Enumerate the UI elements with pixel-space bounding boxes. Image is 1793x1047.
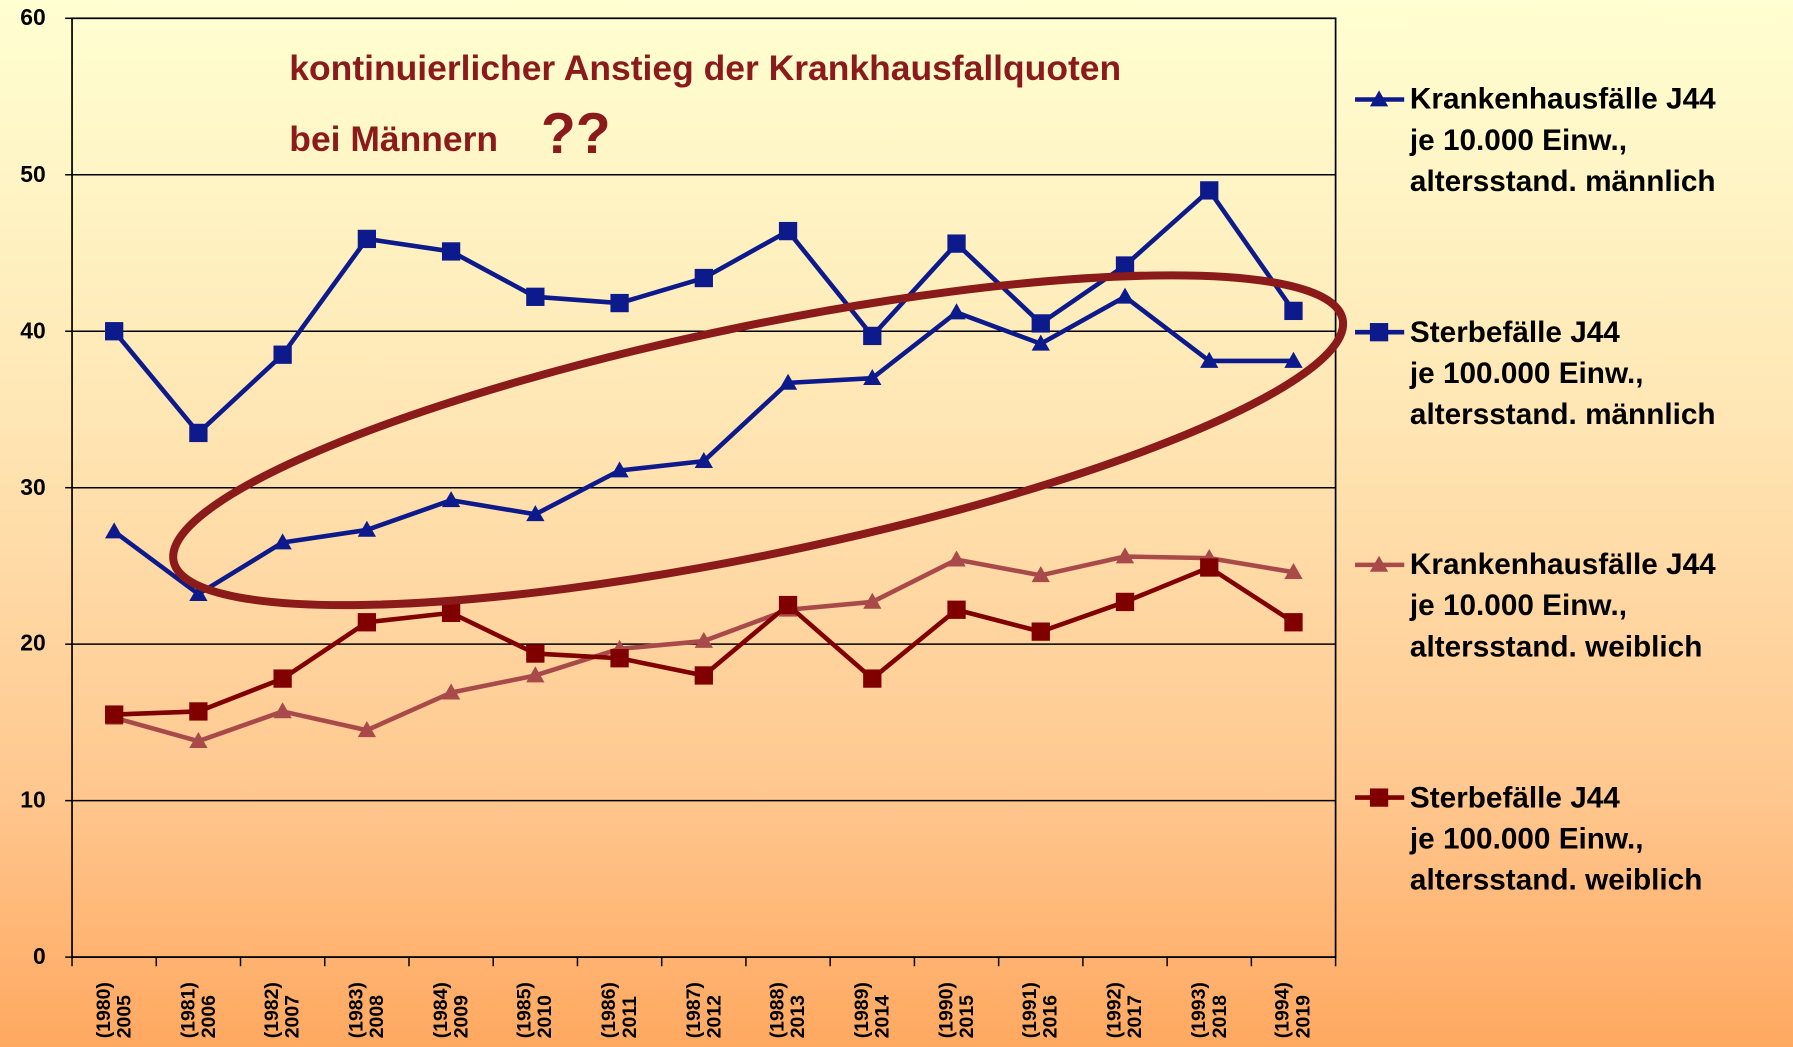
data-point [778, 373, 798, 390]
data-point [1031, 314, 1050, 333]
x-tick-label: (1983) 2008 [345, 982, 388, 1039]
annotation: ?? [540, 101, 611, 166]
data-point [189, 423, 208, 443]
x-tick-label: (1994) 2019 [1271, 982, 1315, 1039]
data-point [189, 732, 208, 749]
y-tick-label: 60 [20, 5, 46, 31]
series-line [112, 188, 1296, 436]
data-point [105, 322, 124, 341]
data-point [1115, 592, 1135, 612]
data-point [1284, 563, 1303, 580]
data-point [947, 303, 966, 320]
data-point [947, 600, 966, 619]
data-point [947, 550, 966, 567]
data-point [441, 603, 461, 623]
x-tick-label: (1993) 2018 [1187, 982, 1230, 1039]
data-point [863, 592, 882, 609]
x-tick-label: (1986) 2011 [597, 982, 641, 1039]
series-line [113, 554, 1294, 744]
data-point [694, 666, 713, 685]
y-tick-label: 30 [20, 475, 46, 501]
plot-border [71, 17, 1337, 958]
data-point [1200, 181, 1219, 200]
data-point [863, 326, 882, 346]
x-tick-label: (1984) 2009 [429, 982, 472, 1039]
data-point [357, 229, 377, 249]
data-point [1284, 351, 1303, 368]
data-point [863, 369, 882, 386]
data-point [526, 505, 545, 522]
data-point [526, 644, 545, 663]
legend-label: Sterbefälle J44 je 100.000 Einw., alters… [1409, 313, 1716, 431]
data-point [273, 533, 292, 550]
x-tick-label: (1992) 2017 [1103, 982, 1146, 1039]
data-point [441, 242, 461, 261]
legend-label: Sterbefälle J44 je 100.000 Einw., alters… [1409, 779, 1703, 896]
data-point [526, 287, 545, 306]
legend-marker [1369, 90, 1389, 107]
data-point [778, 221, 798, 241]
data-point [1031, 622, 1050, 641]
x-tick-label: (1981) 2006 [176, 982, 219, 1039]
annotation: bei Männern [289, 118, 499, 159]
data-point [1115, 256, 1135, 275]
data-point [273, 345, 292, 364]
data-point [441, 683, 461, 700]
data-point [273, 669, 292, 688]
data-point [1200, 558, 1219, 577]
data-point [189, 584, 208, 601]
legend-marker [1369, 555, 1389, 572]
x-tick-label: (1991) 2016 [1019, 982, 1062, 1039]
x-tick-label: (1988) 2013 [766, 982, 809, 1039]
legend-marker [1369, 788, 1389, 807]
y-tick-label: 20 [20, 631, 46, 657]
data-point [1284, 613, 1303, 632]
data-point [189, 702, 208, 721]
data-point [357, 613, 377, 632]
data-point [441, 491, 461, 508]
legend-label: Krankenhausfälle J44 je 10.000 Einw., al… [1409, 546, 1716, 664]
y-tick-label: 50 [20, 162, 46, 188]
data-point [357, 520, 377, 537]
data-point [1284, 301, 1303, 321]
data-point [778, 595, 798, 615]
y-tick-label: 10 [20, 788, 46, 814]
y-tick-label: 0 [33, 944, 46, 970]
x-tick-label: (1980) 2005 [92, 982, 135, 1039]
x-tick-label: (1989) 2014 [850, 982, 893, 1039]
y-tick-label: 40 [20, 318, 46, 344]
legend-marker [1369, 323, 1389, 342]
data-point [1031, 566, 1050, 583]
data-point [610, 293, 629, 313]
data-point [694, 268, 713, 288]
legend-label: Krankenhausfälle J44 je 10.000 Einw., al… [1409, 81, 1716, 198]
data-point [1115, 547, 1135, 564]
data-point [694, 631, 713, 648]
data-point [610, 649, 629, 668]
x-tick-label: (1985) 2010 [513, 982, 556, 1039]
x-tick-label: (1990) 2015 [934, 982, 978, 1039]
data-point [105, 522, 124, 539]
data-point [947, 234, 966, 253]
annotation: kontinuierlicher Anstieg der Krankhausfa… [289, 48, 1122, 89]
data-point [1200, 351, 1219, 368]
data-point [610, 461, 629, 478]
data-point [273, 702, 292, 719]
data-point [863, 669, 882, 688]
x-tick-label: (1982) 2007 [260, 982, 304, 1039]
data-point [1115, 287, 1135, 304]
x-tick-label: (1987) 2012 [682, 982, 725, 1039]
data-point [357, 721, 377, 738]
data-point [526, 666, 545, 683]
data-point [694, 451, 713, 468]
data-point [105, 705, 124, 724]
data-point [1031, 334, 1050, 351]
highlight-ellipse [169, 271, 1348, 610]
